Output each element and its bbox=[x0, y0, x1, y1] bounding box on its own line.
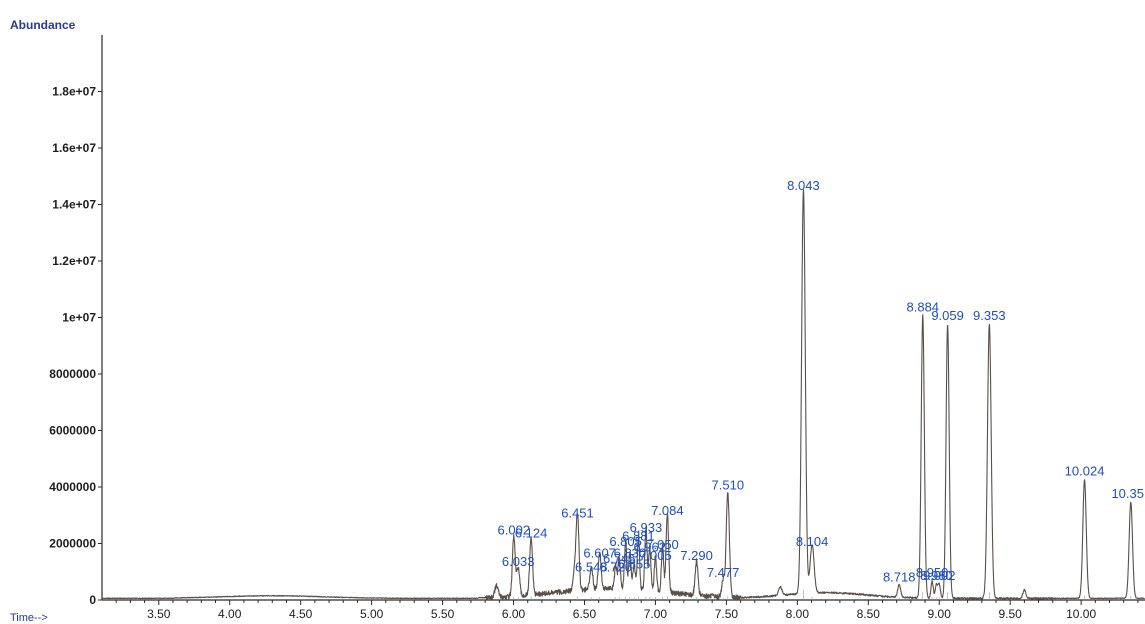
y-tick-label: 0 bbox=[89, 593, 96, 607]
x-tick-label: 3.50 bbox=[147, 607, 171, 621]
x-tick-label: 7.00 bbox=[644, 607, 668, 621]
peak-label: 8.980 bbox=[920, 568, 953, 583]
peak-label: 7.050 bbox=[646, 537, 679, 552]
peak-label: 8.884 bbox=[907, 300, 940, 315]
peak-label: 6.548 bbox=[575, 559, 608, 574]
peak-label: 7.510 bbox=[712, 477, 745, 492]
x-tick-label: 10.00 bbox=[1066, 607, 1096, 621]
peak-label: 9.002 bbox=[923, 568, 956, 583]
peak-label: 6.855 bbox=[618, 557, 651, 572]
y-tick-label: 2000000 bbox=[49, 537, 96, 551]
peak-label: 6.607 bbox=[583, 545, 616, 560]
y-tick-label: 6000000 bbox=[49, 424, 96, 438]
peak-label: 8.104 bbox=[796, 534, 829, 549]
peak-label: 8.043 bbox=[787, 178, 820, 193]
peak-label: 7.290 bbox=[680, 548, 713, 563]
x-tick-label: 5.50 bbox=[431, 607, 455, 621]
peak-label: 6.451 bbox=[561, 506, 594, 521]
y-tick-label: 1.8e+07 bbox=[52, 85, 96, 99]
peak-label: 6.002 bbox=[498, 523, 531, 538]
peak-label: 6.720 bbox=[599, 559, 632, 574]
y-tick-label: 1.6e+07 bbox=[52, 141, 96, 155]
y-tick-label: 1.4e+07 bbox=[52, 198, 96, 212]
peak-label: 6.881 bbox=[622, 528, 655, 543]
x-tick-label: 6.50 bbox=[573, 607, 597, 621]
x-axis-title: Time--> bbox=[10, 612, 48, 624]
trace-group bbox=[101, 189, 1145, 601]
x-tick-label: 6.00 bbox=[502, 607, 526, 621]
peak-label: 8.950 bbox=[916, 565, 949, 580]
x-tick-label: 9.50 bbox=[999, 607, 1023, 621]
peak-label: 6.745 bbox=[603, 551, 636, 566]
x-tick-label: 8.00 bbox=[786, 607, 810, 621]
peak-label: 6.033 bbox=[502, 554, 535, 569]
peak-label: 7.005 bbox=[639, 548, 672, 563]
y-tick-label: 8000000 bbox=[49, 367, 96, 381]
peak-label: 10.35 bbox=[1111, 486, 1144, 501]
peak-labels-group: 6.002 6.033 6.124 6.451 6.5486.6076.7206.745… bbox=[498, 178, 1144, 584]
peak-label: 10.024 bbox=[1065, 463, 1105, 478]
peak-label: 7.477 bbox=[707, 565, 740, 580]
peak-label: 7.084 bbox=[651, 503, 684, 518]
y-axis-title: Abundance bbox=[10, 18, 76, 32]
peak-label: 9.353 bbox=[973, 308, 1006, 323]
y-tick-label: 1e+07 bbox=[62, 311, 96, 325]
x-tick-label: 4.50 bbox=[289, 607, 313, 621]
peak-label: 6.830 bbox=[614, 545, 647, 560]
x-tick-label: 5.00 bbox=[360, 607, 384, 621]
x-tick-label: 9.00 bbox=[928, 607, 952, 621]
peak-label: 6.962 bbox=[633, 540, 666, 555]
chromatogram-trace bbox=[101, 189, 1145, 601]
x-tick-label: 7.50 bbox=[715, 607, 739, 621]
peak-label: 6.124 bbox=[515, 526, 548, 541]
y-tick-label: 4000000 bbox=[49, 480, 96, 494]
ticks-group: 0 2000000 4000000 6000000 8000000 1e+07 1.2e+0… bbox=[49, 85, 1139, 621]
peak-label: 9.059 bbox=[931, 308, 964, 323]
peak-label: 6.933 bbox=[630, 520, 663, 535]
y-tick-label: 1.2e+07 bbox=[52, 254, 96, 268]
x-tick-label: 4.00 bbox=[218, 607, 242, 621]
peak-label: 8.718 bbox=[883, 569, 916, 584]
peak-label: 6.805 bbox=[609, 534, 642, 549]
x-tick-label: 8.50 bbox=[857, 607, 881, 621]
